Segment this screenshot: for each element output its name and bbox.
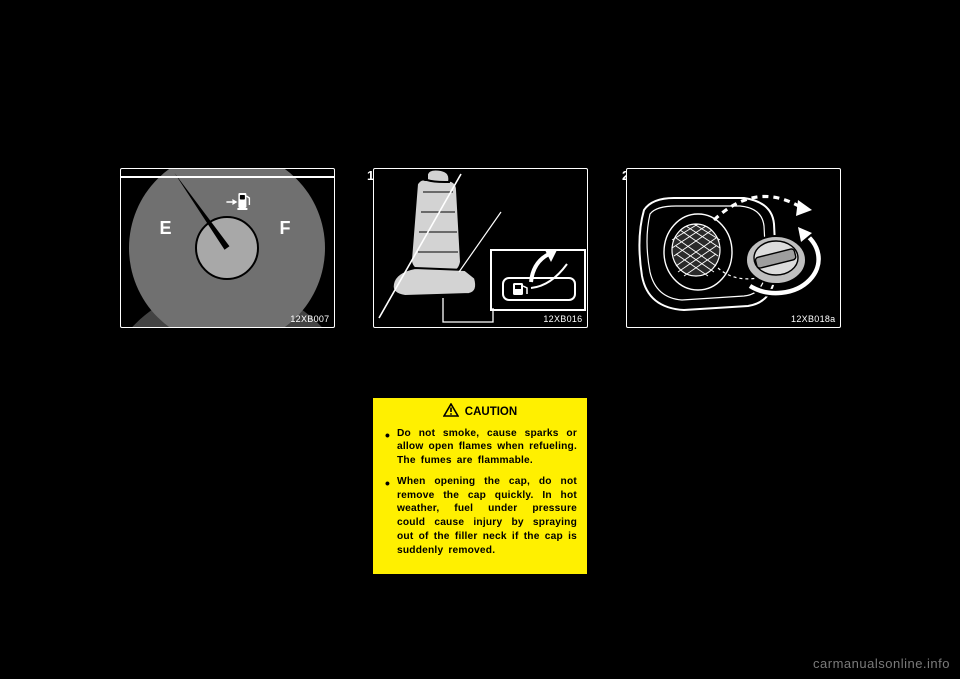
- caution-item: When opening the cap, do not remove the …: [387, 475, 577, 558]
- page: 1 2 E F: [0, 0, 960, 679]
- panel-border: [120, 168, 335, 328]
- watermark: carmanualsonline.info: [813, 656, 950, 671]
- caution-row: CAUTION Do not smoke, cause sparks or al…: [0, 396, 960, 576]
- seat-lever-panel: 12XB016: [373, 168, 588, 328]
- figure-row: E F 12XB007: [0, 168, 960, 328]
- caution-heading-text: CAUTION: [465, 405, 517, 421]
- caution-item: Do not smoke, cause sparks or allow open…: [387, 427, 577, 468]
- fuel-cap-panel: 12XB018a: [626, 168, 841, 328]
- caution-box: CAUTION Do not smoke, cause sparks or al…: [371, 396, 589, 576]
- warning-triangle-icon: [443, 403, 459, 423]
- fuel-gauge-panel: E F 12XB007: [120, 168, 335, 328]
- figure-code: 12XB018a: [791, 314, 835, 324]
- figure-code: 12XB016: [543, 314, 582, 324]
- caution-body: Do not smoke, cause sparks or allow open…: [373, 427, 587, 575]
- figure-code: 12XB007: [290, 314, 329, 324]
- panel-border: [626, 168, 841, 328]
- panel-border: [373, 168, 588, 328]
- caution-heading: CAUTION: [373, 398, 587, 427]
